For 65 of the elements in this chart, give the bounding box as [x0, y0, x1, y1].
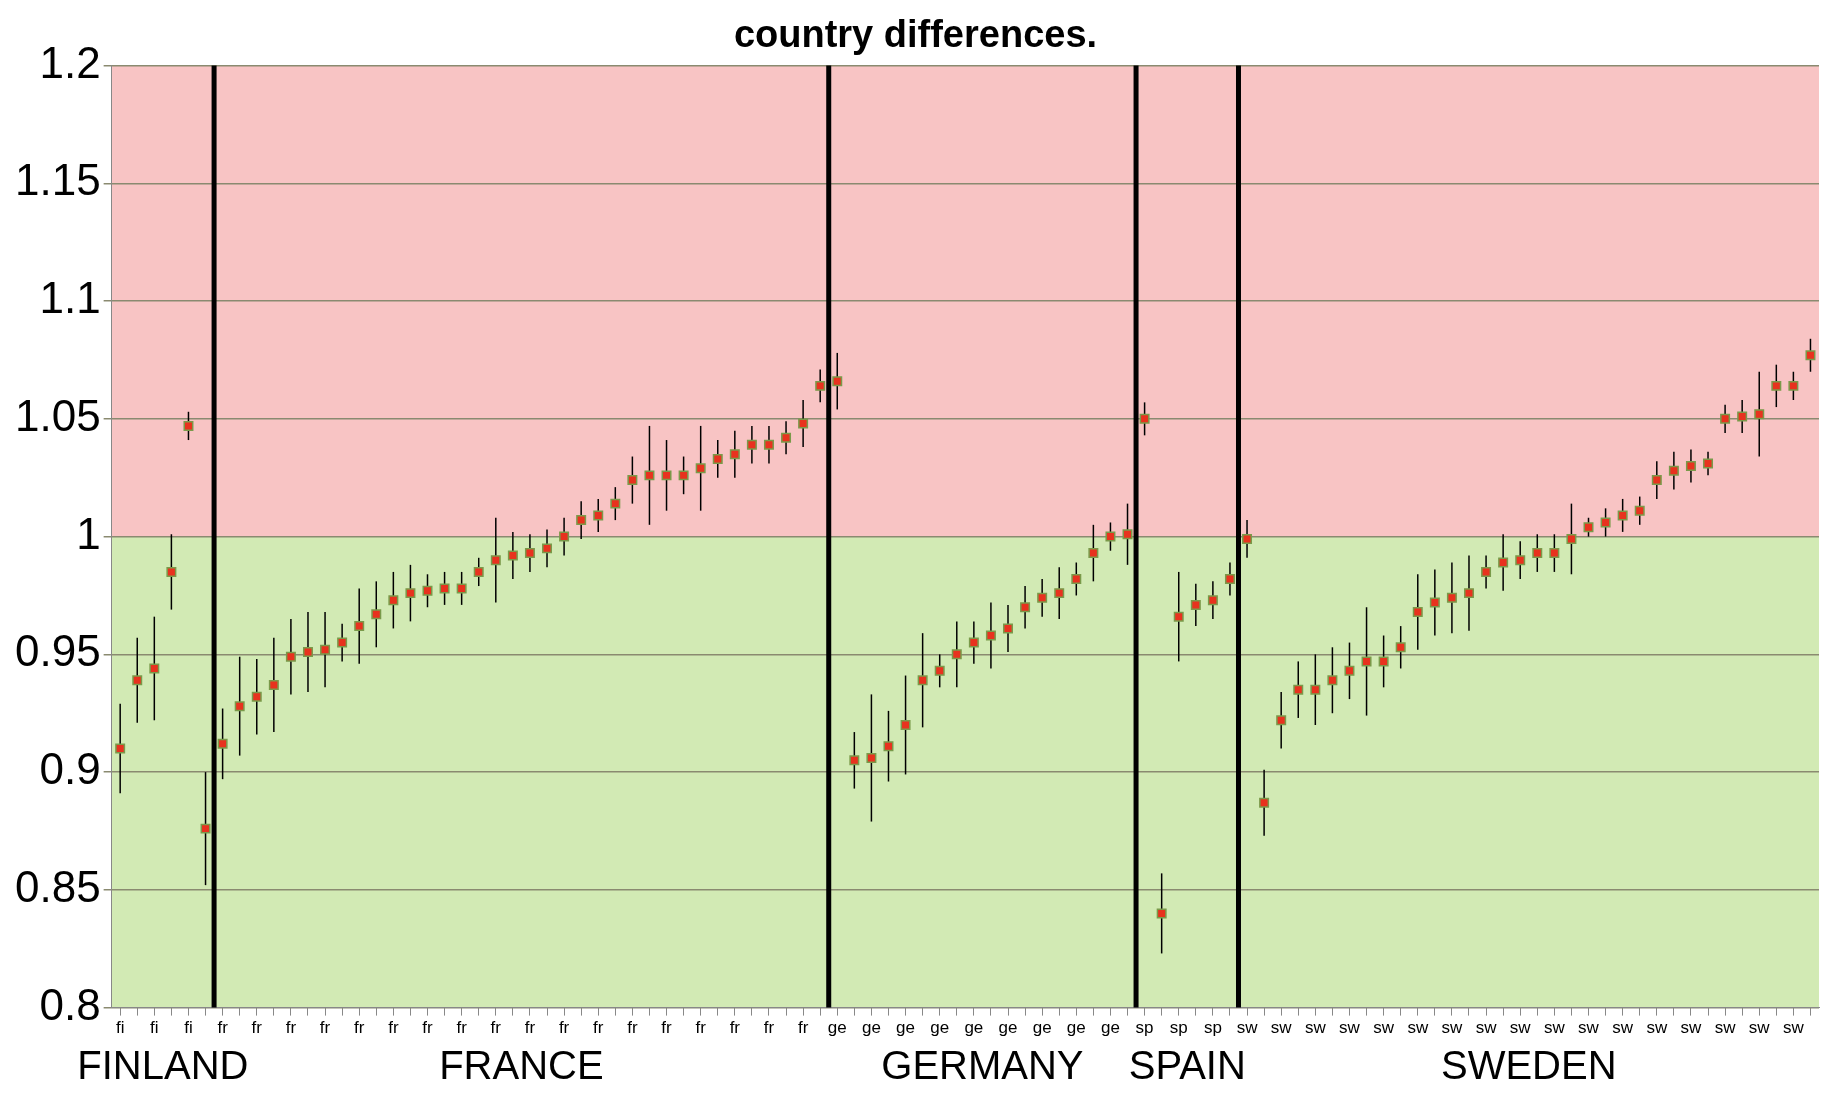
x-tick-label: fr	[661, 1018, 673, 1038]
x-tick-label: fr	[388, 1018, 399, 1038]
x-tick-label: ge	[1066, 1018, 1086, 1038]
x-tick-label: fr	[354, 1018, 365, 1038]
x-tick-label: sw	[1475, 1018, 1498, 1038]
x-tick-label: fr	[490, 1018, 502, 1038]
x-tick-label: ge	[1032, 1018, 1052, 1038]
x-tick-label: fr	[456, 1018, 468, 1038]
x-tick-label: ge	[998, 1018, 1018, 1038]
text: FRANCE	[439, 1043, 604, 1088]
y-tick-label: 1.1	[39, 273, 101, 323]
x-tick-label: ge	[861, 1018, 881, 1038]
x-tick-label: ge	[1100, 1018, 1120, 1038]
x-tick-label: sp	[1135, 1018, 1154, 1038]
chart-title: country differences.	[733, 13, 1098, 56]
x-tick-label: sw	[1236, 1018, 1259, 1038]
x-tick-label: sw	[1543, 1018, 1566, 1038]
text: SPAIN	[1128, 1043, 1246, 1088]
y-tick-label: 0.8	[39, 979, 101, 1029]
x-tick-label: fr	[593, 1018, 604, 1038]
x-tick-label: fi	[184, 1018, 193, 1038]
x-tick-label: fr	[285, 1018, 297, 1038]
x-tick-label: sw	[1612, 1018, 1634, 1038]
x-tick-label: fr	[797, 1018, 809, 1038]
x-tick-label: sw	[1270, 1018, 1293, 1038]
text: FINLAND	[77, 1043, 249, 1088]
y-tick-label: 1.05	[15, 390, 101, 440]
y-tick-label: 0.95	[15, 626, 101, 676]
x-tick-label: fr	[763, 1018, 775, 1038]
x-tick-label: sw	[1646, 1018, 1668, 1038]
x-tick-label: sw	[1680, 1018, 1703, 1038]
x-tick-label: fr	[422, 1018, 434, 1038]
x-tick-label: ge	[896, 1018, 916, 1038]
x-tick-label: fr	[695, 1018, 707, 1038]
x-tick-label: sw	[1407, 1018, 1429, 1038]
x-tick-label: fi	[115, 1018, 125, 1038]
x-tick-label: fr	[729, 1018, 741, 1038]
x-tick-label: fr	[217, 1018, 229, 1038]
x-tick-label: sw	[1578, 1018, 1600, 1038]
x-tick-label: sw	[1714, 1018, 1737, 1038]
y-tick-label: 1.2	[39, 37, 101, 87]
x-tick-label: sw	[1304, 1018, 1327, 1038]
y-tick-label: 1.15	[15, 155, 101, 205]
y-tick-label: 0.9	[39, 744, 101, 794]
x-tick-label: fi	[150, 1018, 159, 1038]
x-tick-label: sw	[1509, 1018, 1532, 1038]
text: SWEDEN	[1440, 1043, 1617, 1088]
x-tick-label: sw	[1748, 1018, 1771, 1038]
x-tick-label: fr	[627, 1018, 638, 1038]
x-tick-label: ge	[930, 1018, 950, 1038]
x-tick-label: ge	[964, 1018, 984, 1038]
y-tick-label: 0.85	[15, 861, 101, 911]
text: GERMANY	[881, 1043, 1084, 1088]
x-tick-label: sw	[1339, 1018, 1361, 1038]
x-tick-label: sp	[1203, 1018, 1222, 1038]
x-tick-label: sp	[1169, 1018, 1188, 1038]
y-tick-label: 1	[76, 508, 101, 558]
x-tick-label: sw	[1441, 1018, 1464, 1038]
x-tick-label: sw	[1783, 1018, 1805, 1038]
x-tick-label: fr	[319, 1018, 331, 1038]
x-tick-label: fr	[524, 1018, 536, 1038]
x-tick-label: fr	[558, 1018, 570, 1038]
x-tick-label: fr	[251, 1018, 263, 1038]
x-tick-label: ge	[827, 1018, 847, 1038]
x-tick-label: sw	[1373, 1018, 1395, 1038]
